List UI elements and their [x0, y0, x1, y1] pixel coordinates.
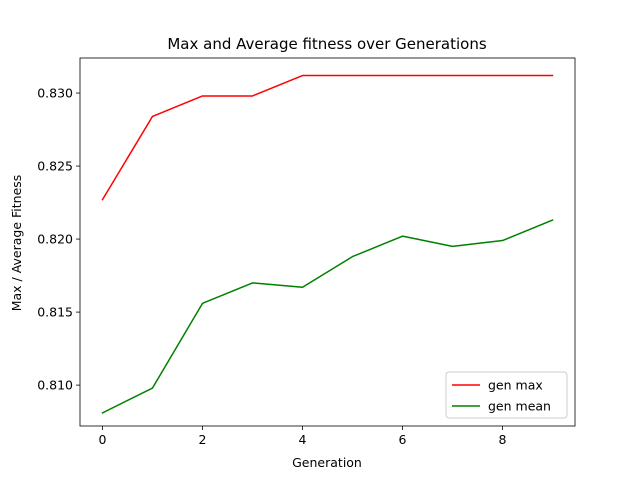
- y-tick-label: 0.820: [37, 232, 73, 247]
- legend-label: gen max: [488, 378, 543, 393]
- x-axis-label: Generation: [292, 455, 362, 470]
- y-tick-label: 0.830: [37, 86, 73, 101]
- plot-area: 0 2 4 6 8 0.810 0.815 0.820 0.825 0.830: [37, 57, 576, 447]
- y-tick-label: 0.810: [37, 378, 73, 393]
- axes-frame: [79, 57, 576, 427]
- y-axis-label: Max / Average Fitness: [9, 175, 24, 312]
- x-tick-label: 0: [99, 432, 107, 447]
- x-tick-label: 2: [199, 432, 207, 447]
- x-tick-label: 8: [499, 432, 507, 447]
- series-line-gen-mean: [101, 219, 554, 414]
- x-tick-label: 6: [399, 432, 407, 447]
- series-line-gen-max: [101, 74, 554, 201]
- legend-label: gen mean: [488, 399, 551, 414]
- y-tick-label: 0.815: [37, 305, 73, 320]
- chart-title: Max and Average fitness over Generations: [167, 35, 486, 53]
- legend: gen max gen mean: [445, 371, 568, 419]
- x-tick-label: 4: [299, 432, 307, 447]
- y-tick-label: 0.825: [37, 159, 73, 174]
